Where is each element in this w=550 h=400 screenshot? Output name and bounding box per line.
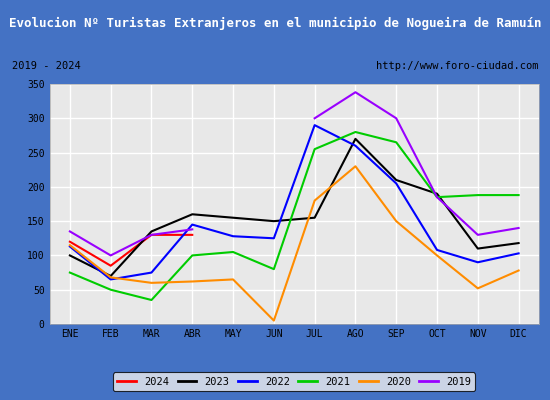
Legend: 2024, 2023, 2022, 2021, 2020, 2019: 2024, 2023, 2022, 2021, 2020, 2019	[113, 372, 476, 391]
Text: http://www.foro-ciudad.com: http://www.foro-ciudad.com	[376, 61, 538, 71]
Text: 2019 - 2024: 2019 - 2024	[12, 61, 81, 71]
Text: Evolucion Nº Turistas Extranjeros en el municipio de Nogueira de Ramuín: Evolucion Nº Turistas Extranjeros en el …	[9, 16, 541, 30]
